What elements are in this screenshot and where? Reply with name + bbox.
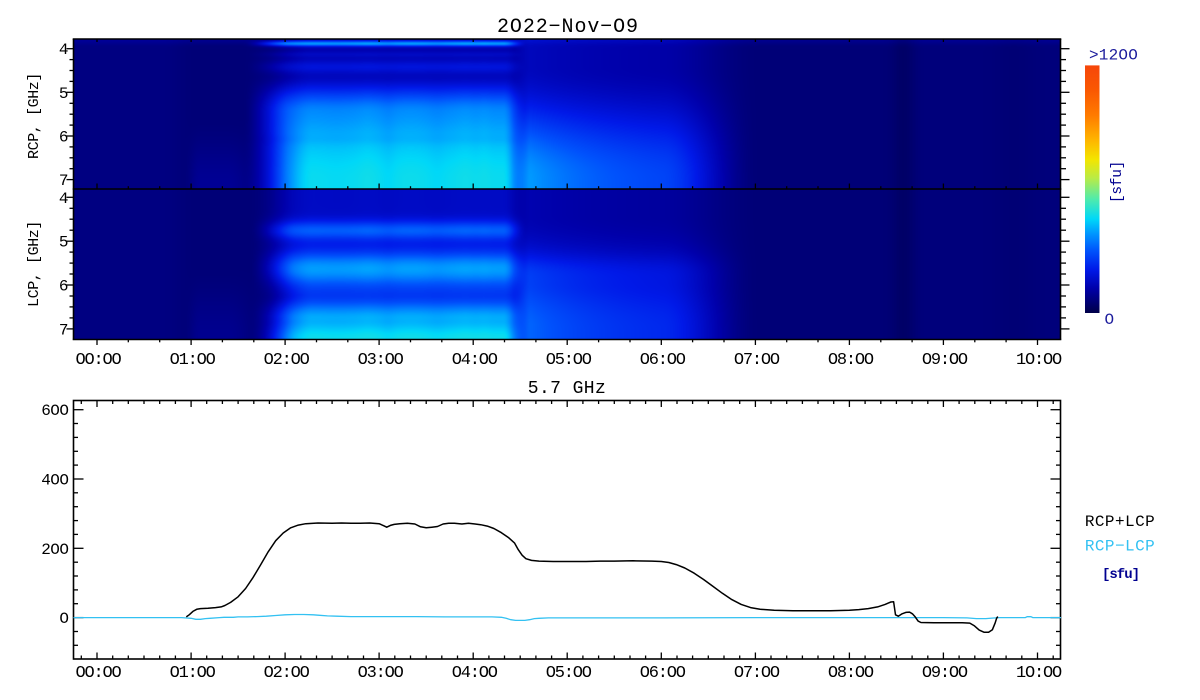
svg-text:OO:OO: OO:OO [75,664,121,683]
svg-text:O6:OO: O6:OO [640,664,686,683]
svg-text:O: O [59,610,68,628]
svg-text:O5:OO: O5:OO [546,664,592,683]
svg-text:6: 6 [59,278,69,296]
svg-text:[sfu]: [sfu] [1102,567,1139,583]
svg-text:O7:OO: O7:OO [734,351,780,370]
svg-text:5: 5 [59,234,69,252]
svg-text:>12OO: >12OO [1089,47,1138,65]
svg-text:O5:OO: O5:OO [546,351,592,370]
svg-text:O2:OO: O2:OO [264,351,310,370]
svg-text:O8:OO: O8:OO [828,664,874,683]
svg-text:4OO: 4OO [41,472,68,490]
svg-text:RCP, [GHz]: RCP, [GHz] [26,73,43,159]
svg-text:4: 4 [59,41,69,59]
svg-text:O7:OO: O7:OO [734,664,780,683]
svg-text:O9:OO: O9:OO [922,664,968,683]
svg-text:O9:OO: O9:OO [922,351,968,370]
svg-text:[sfu]: [sfu] [1110,161,1126,203]
svg-text:OO:OO: OO:OO [75,351,121,370]
svg-text:O3:OO: O3:OO [358,664,404,683]
svg-text:6OO: 6OO [41,402,68,420]
svg-text:5.7 GHz: 5.7 GHz [528,379,606,399]
svg-text:O2:OO: O2:OO [264,664,310,683]
svg-text:7: 7 [59,172,69,190]
svg-text:2O22−Nov−O9: 2O22−Nov−O9 [497,16,639,39]
svg-text:7: 7 [59,321,69,339]
svg-text:O1:OO: O1:OO [170,664,216,683]
svg-text:O8:OO: O8:OO [828,351,874,370]
svg-text:1O:OO: 1O:OO [1016,351,1062,370]
svg-text:O4:OO: O4:OO [452,351,498,370]
svg-text:LCP, [GHz]: LCP, [GHz] [26,221,43,307]
svg-text:6: 6 [59,129,69,147]
svg-text:O4:OO: O4:OO [452,664,498,683]
svg-text:RCP−LCP: RCP−LCP [1085,538,1155,556]
svg-text:O3:OO: O3:OO [358,351,404,370]
svg-text:O6:OO: O6:OO [640,351,686,370]
svg-text:RCP+LCP: RCP+LCP [1085,513,1155,531]
svg-text:5: 5 [59,85,69,103]
svg-text:4: 4 [59,190,69,208]
svg-text:O: O [1105,311,1115,329]
svg-text:2OO: 2OO [41,541,68,559]
svg-text:O1:OO: O1:OO [170,351,216,370]
svg-text:1O:OO: 1O:OO [1016,664,1062,683]
